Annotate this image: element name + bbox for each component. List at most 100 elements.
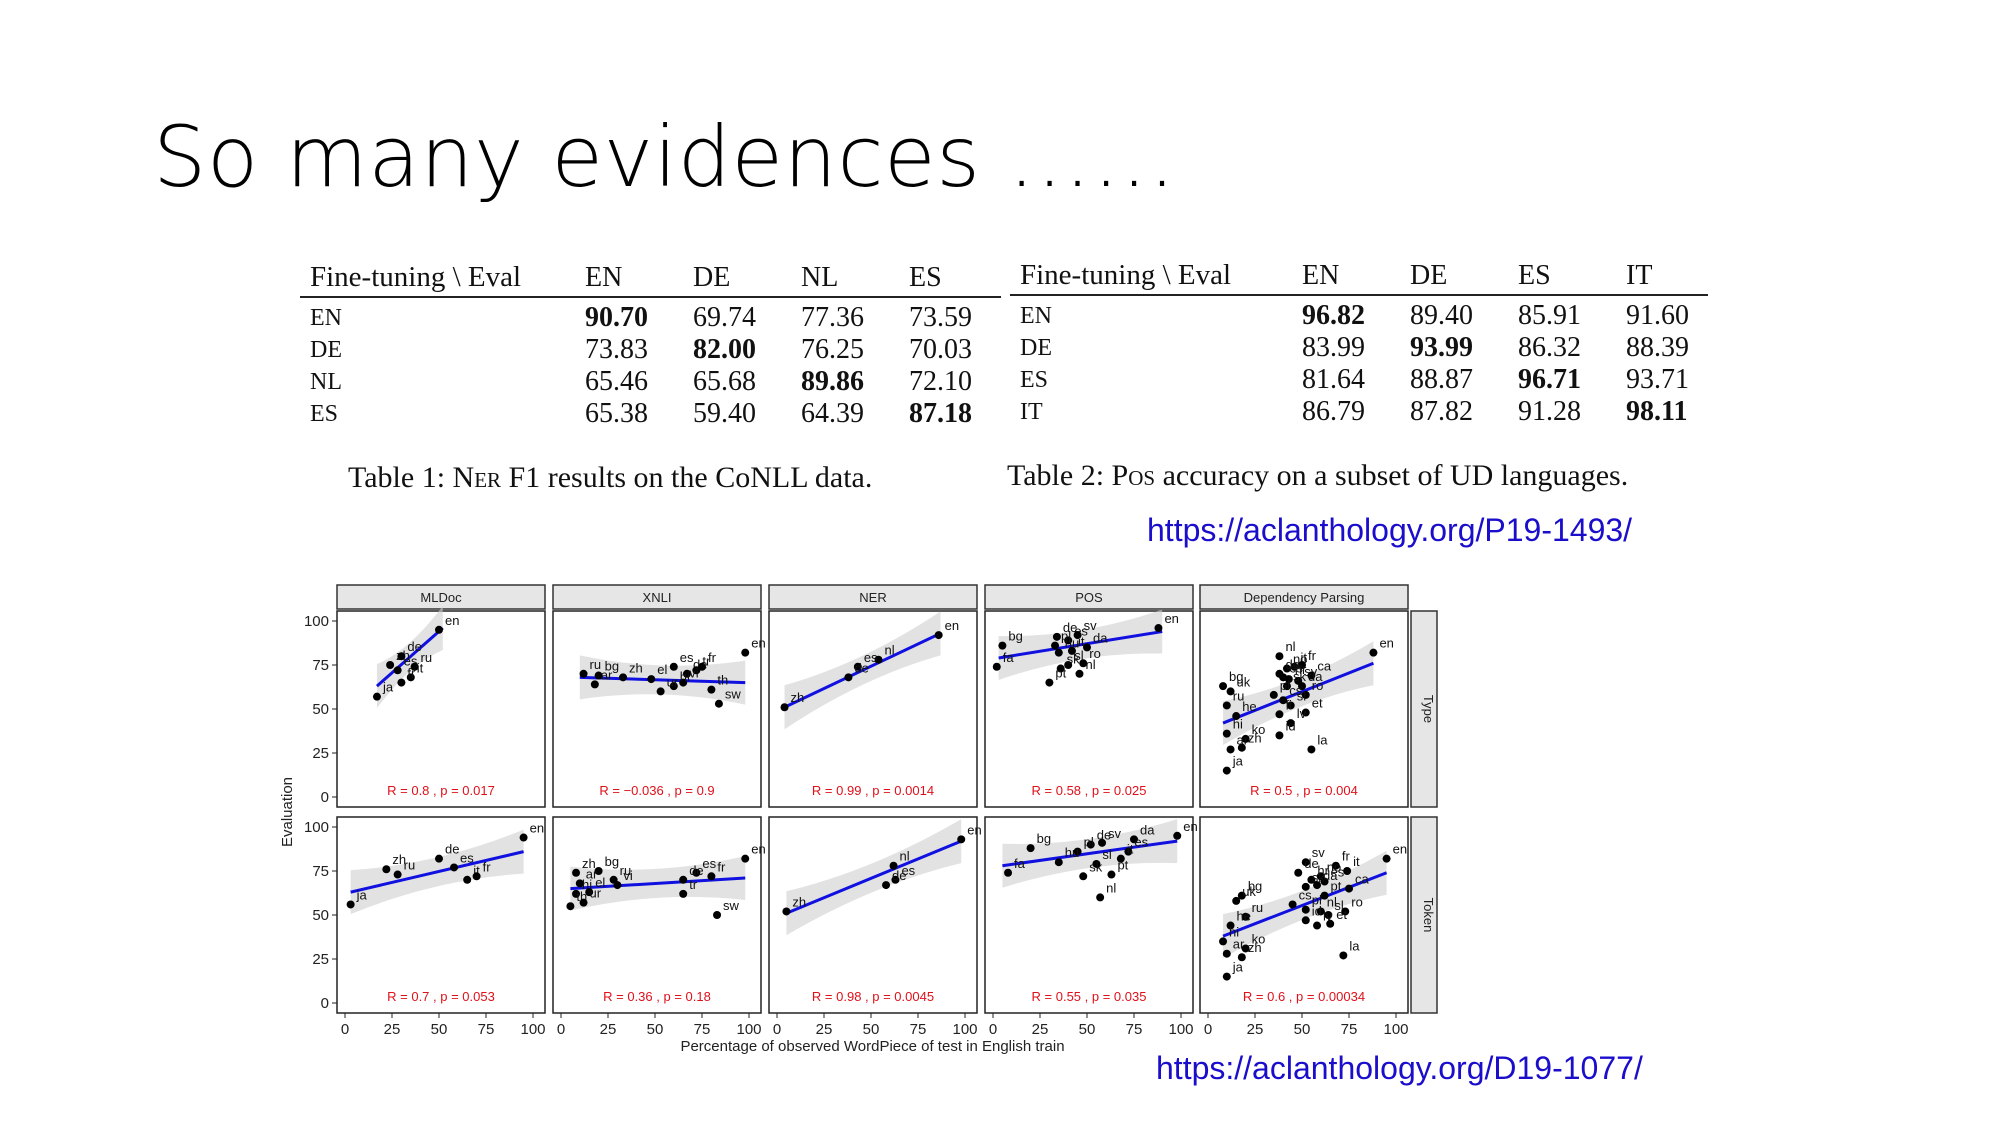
data-point: [1086, 840, 1095, 849]
point-label: sw: [725, 687, 742, 702]
data-point: [1083, 643, 1091, 652]
table-cell: 87.18: [909, 398, 972, 429]
data-point: [1307, 671, 1316, 680]
y-tick-label: 25: [312, 951, 329, 968]
table-cell: 70.03: [909, 334, 972, 365]
data-point: [519, 833, 528, 842]
data-point: [590, 680, 599, 689]
point-label: zh: [392, 852, 406, 867]
point-label: en: [945, 618, 959, 633]
table-pos-caption: Table 2: Pos accuracy on a subset of UD …: [1007, 459, 1628, 493]
data-point: [1092, 859, 1101, 868]
slide-title: So many evidences ……: [153, 108, 1177, 206]
data-point: [579, 669, 588, 678]
table-cell: 69.74: [693, 302, 756, 333]
table-cell: 90.70: [585, 302, 648, 333]
data-point: [1301, 858, 1310, 867]
point-label: el: [595, 875, 605, 890]
data-point: [619, 673, 628, 682]
point-label: bg: [605, 659, 619, 674]
point-label: fi: [1285, 697, 1292, 712]
point-label: pl: [1061, 629, 1071, 644]
data-point: [1301, 916, 1310, 925]
point-label: ko: [1252, 722, 1266, 737]
x-axis-label: Percentage of observed WordPiece of test…: [680, 1038, 1064, 1055]
data-point: [382, 865, 391, 874]
data-point: [1307, 745, 1316, 754]
data-point: [1279, 696, 1288, 705]
point-label: ru: [1233, 688, 1245, 703]
point-label: lv: [1323, 909, 1333, 924]
table-row: ES 81.64 88.87 96.71 93.71: [1010, 364, 1708, 396]
table-row-label: ES: [310, 400, 339, 427]
data-point: [1226, 745, 1235, 754]
data-point: [575, 879, 584, 888]
table-cell: 73.59: [909, 302, 972, 333]
paper-link-p19-1493[interactable]: https://aclanthology.org/P19-1493/: [1147, 512, 1633, 548]
point-label: de: [1304, 856, 1318, 871]
x-tick-label: 25: [1032, 1021, 1049, 1038]
point-label: de: [445, 842, 459, 857]
data-point: [1301, 882, 1310, 891]
data-point: [1222, 729, 1231, 738]
point-label: ca: [1317, 659, 1332, 674]
point-label: es: [702, 856, 716, 871]
point-label: sv: [1312, 845, 1326, 860]
point-label: de: [407, 639, 421, 654]
paper-link-d19-1077[interactable]: https://aclanthology.org/D19-1077/: [1156, 1050, 1643, 1086]
point-label: en: [1183, 819, 1197, 834]
data-point: [714, 699, 723, 708]
point-label: nl: [1085, 657, 1095, 672]
data-point: [1301, 690, 1310, 699]
point-label: sl: [1074, 648, 1084, 663]
table-cell: 82.00: [693, 334, 756, 365]
data-point: [874, 655, 883, 664]
data-point: [1052, 632, 1061, 641]
table-cell: 89.40: [1410, 300, 1473, 331]
data-point: [450, 863, 459, 872]
table-row: IT 86.79 87.82 91.28 98.11: [1010, 396, 1708, 428]
point-label: lv: [1297, 706, 1307, 721]
data-point: [1282, 682, 1291, 691]
point-label: ar: [1237, 732, 1249, 747]
table-cell: 77.36: [801, 302, 864, 333]
facet-strip-label: XNLI: [643, 590, 672, 605]
point-label: es: [680, 650, 694, 665]
table-header-de: DE: [1400, 250, 1508, 296]
data-point: [741, 648, 750, 657]
data-point: [1301, 905, 1310, 914]
table-header-es: ES: [1508, 250, 1616, 296]
table-pos: Fine-tuning \ Eval EN DE ES IT EN 96.82 89.40 8…: [1010, 250, 1708, 428]
x-tick-label: 25: [816, 1021, 833, 1038]
data-point: [1226, 921, 1235, 930]
data-point: [393, 870, 402, 879]
point-label: uk: [1237, 674, 1251, 689]
point-label: ro: [1312, 678, 1324, 693]
point-label: et: [1312, 696, 1323, 711]
x-tick-label: 50: [1294, 1021, 1311, 1038]
point-label: sw: [723, 898, 740, 913]
point-label: ca: [1355, 872, 1370, 887]
point-label: zh: [792, 894, 806, 909]
data-point: [594, 671, 603, 680]
point-label: en: [530, 821, 544, 836]
data-point: [1275, 652, 1284, 661]
point-label: hr: [1317, 863, 1329, 878]
point-label: de: [1063, 620, 1077, 635]
y-axis-label: Evaluation: [279, 777, 296, 847]
table-cell: 65.68: [693, 366, 756, 397]
point-label: hi: [680, 669, 690, 684]
table-row: DE 83.99 93.99 86.32 88.39: [1010, 332, 1708, 364]
data-point: [1301, 708, 1310, 717]
point-label: en: [1393, 842, 1407, 857]
table-cell: 93.71: [1626, 364, 1689, 395]
data-point: [780, 703, 789, 712]
data-point: [692, 868, 701, 877]
point-label: ru: [620, 863, 632, 878]
regression-line: [785, 839, 962, 915]
point-label: pt: [1331, 879, 1342, 894]
data-point: [1054, 648, 1063, 657]
data-point: [782, 907, 791, 916]
